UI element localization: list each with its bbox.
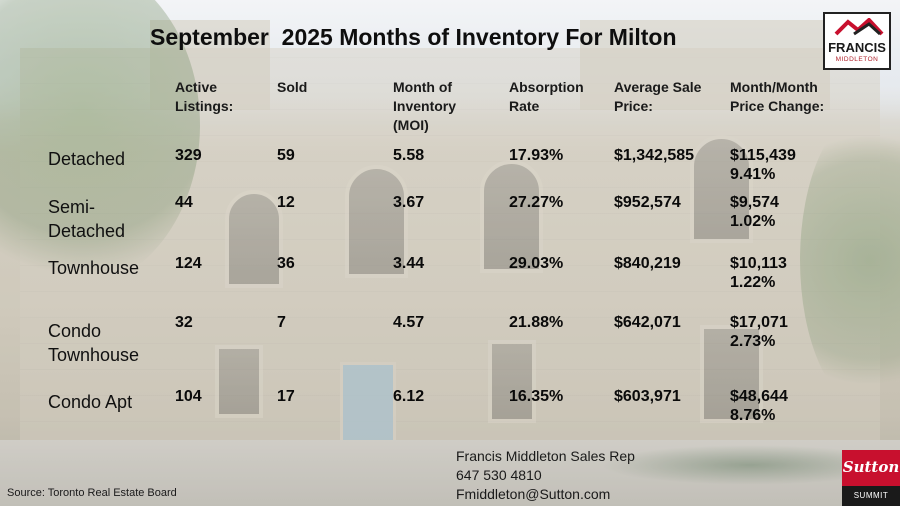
condo-townhouse-change-pct: 2.73% (730, 333, 776, 350)
logo-subtitle: MIDDLETON (835, 56, 879, 63)
condo-apt-change-amount: $48,644 (730, 388, 788, 405)
condo-apt-change-pct: 8.76% (730, 407, 776, 424)
condo-townhouse-absorption: 21.88% (509, 314, 564, 331)
header-sold: Sold (277, 79, 308, 95)
header-moi: Month of Inventory (MOI) (393, 79, 457, 133)
francis-middleton-logo: FRANCIS MIDDLETON (823, 12, 891, 70)
header-average-sale-price: Average Sale Price: (614, 79, 702, 114)
header-month-price-change: Month/Month Price Change: (730, 79, 825, 114)
logo-name: FRANCIS (828, 40, 886, 55)
contact-phone: 647 530 4810 (456, 467, 542, 483)
sutton-wordmark: Sutton (842, 458, 900, 476)
sutton-summit-logo: Sutton SUMMIT (842, 450, 900, 506)
row-label-townhouse: Townhouse (48, 258, 140, 278)
row-label-condo-apt: Condo Apt (48, 392, 133, 412)
townhouse-moi: 3.44 (393, 255, 425, 272)
page-title: September 2025 Months of Inventory For M… (150, 24, 677, 50)
detached-change-amount: $115,439 (730, 147, 796, 164)
contact-block: Francis Middleton Sales Rep 647 530 4810… (456, 447, 635, 504)
condo-townhouse-change-amount: $17,071 (730, 314, 788, 331)
row-label-detached: Detached (48, 149, 126, 169)
source-note: Source: Toronto Real Estate Board (7, 487, 177, 499)
header-absorption-rate: Absorption Rate (509, 79, 584, 114)
header-active-listings: Active Listings: (175, 79, 234, 114)
condo-townhouse-avg-price: $642,071 (614, 314, 681, 331)
semi-detached-change-amount: $9,574 (730, 194, 779, 211)
row-label-semi-detached: Semi- Detached (48, 197, 126, 241)
condo-apt-active: 104 (175, 388, 202, 405)
townhouse-avg-price: $840,219 (614, 255, 681, 272)
condo-apt-absorption: 16.35% (509, 388, 564, 405)
detached-active: 329 (175, 147, 202, 164)
detached-moi: 5.58 (393, 147, 425, 164)
townhouse-change-amount: $10,113 (730, 255, 787, 272)
house-roof-icon (834, 18, 884, 36)
detached-change-pct: 9.41% (730, 166, 776, 183)
townhouse-absorption: 29.03% (509, 255, 564, 272)
row-label-condo-townhouse: Condo Townhouse (48, 321, 140, 365)
semi-detached-moi: 3.67 (393, 194, 425, 211)
condo-apt-moi: 6.12 (393, 388, 425, 405)
summit-label: SUMMIT (842, 486, 900, 506)
semi-detached-active: 44 (175, 194, 193, 211)
condo-townhouse-sold: 7 (277, 314, 286, 331)
semi-detached-sold: 12 (277, 194, 295, 211)
semi-detached-change-pct: 1.02% (730, 213, 776, 230)
contact-name: Francis Middleton Sales Rep (456, 448, 635, 464)
townhouse-active: 124 (175, 255, 202, 272)
detached-sold: 59 (277, 147, 295, 164)
townhouse-change-pct: 1.22% (730, 274, 776, 291)
condo-townhouse-active: 32 (175, 314, 193, 331)
detached-absorption: 17.93% (509, 147, 564, 164)
condo-apt-sold: 17 (277, 388, 295, 405)
condo-townhouse-moi: 4.57 (393, 314, 425, 331)
condo-apt-avg-price: $603,971 (614, 388, 681, 405)
semi-detached-absorption: 27.27% (509, 194, 564, 211)
detached-avg-price: $1,342,585 (614, 147, 695, 164)
contact-email: Fmiddleton@Sutton.com (456, 486, 611, 502)
townhouse-sold: 36 (277, 255, 295, 272)
semi-detached-avg-price: $952,574 (614, 194, 681, 211)
